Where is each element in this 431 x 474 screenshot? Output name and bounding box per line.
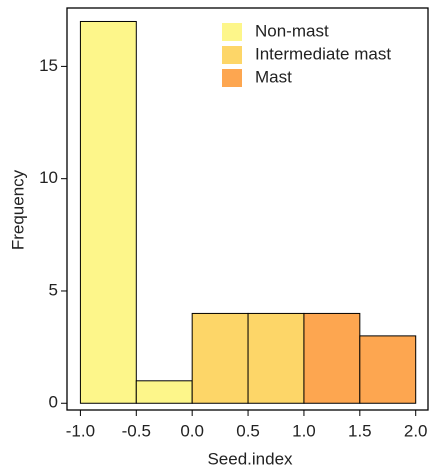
- y-tick-label: 5: [49, 280, 58, 299]
- bar: [191, 312, 249, 404]
- legend-label: Intermediate mast: [255, 44, 391, 63]
- legend-swatch: [222, 23, 242, 41]
- legend-swatch: [222, 46, 242, 64]
- x-tick-label: -1.0: [66, 421, 95, 440]
- y-tick-label: 0: [49, 393, 58, 412]
- x-tick-label: 0.5: [236, 421, 260, 440]
- legend-swatch: [222, 69, 242, 87]
- bar: [135, 380, 193, 404]
- y-tick-label: 15: [39, 56, 58, 75]
- x-tick-label: 1.5: [348, 421, 372, 440]
- y-axis-label: Frequency: [8, 169, 27, 250]
- x-tick-label: -0.5: [122, 421, 151, 440]
- bar: [303, 312, 361, 404]
- bar: [247, 312, 305, 404]
- bar: [79, 20, 137, 404]
- plot-frame: [66, 7, 429, 411]
- x-tick-label: 1.0: [292, 421, 316, 440]
- x-axis-label: Seed.index: [207, 449, 293, 468]
- x-tick-label: 0.0: [180, 421, 204, 440]
- bar: [359, 335, 417, 404]
- legend-label: Mast: [255, 67, 292, 86]
- x-tick-label: 2.0: [404, 421, 428, 440]
- legend-label: Non-mast: [255, 21, 329, 40]
- y-tick-label: 10: [39, 168, 58, 187]
